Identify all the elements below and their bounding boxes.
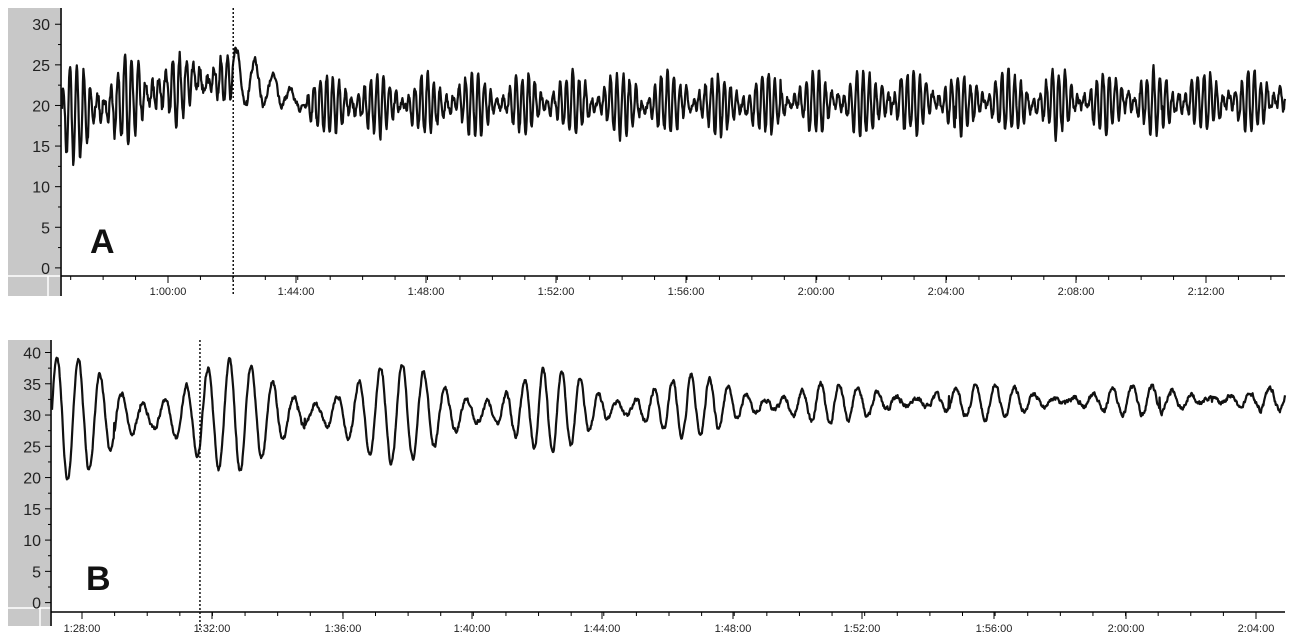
- y-tick-label: 25: [32, 58, 50, 75]
- y-tick-label: 10: [23, 533, 41, 550]
- panel-b-series-line: [50, 356, 1287, 481]
- y-tick-label: 25: [23, 439, 41, 456]
- x-tick-label: 1:28:00: [64, 623, 101, 634]
- y-tick-label: 30: [32, 17, 50, 34]
- y-tick-label: 0: [41, 261, 50, 278]
- x-tick-label: 1:44:00: [584, 623, 621, 634]
- x-tick-label: 1:56:00: [976, 623, 1013, 634]
- panel-a-y-axis: 0 5 10 15 20 25 30: [32, 17, 61, 278]
- y-tick-label: 20: [23, 471, 41, 488]
- x-tick-label: 1:36:00: [325, 623, 362, 634]
- x-tick-label: 1:56:00: [668, 286, 705, 298]
- x-tick-label: 1:00:00: [150, 286, 187, 298]
- panel-a-series-line: [60, 46, 1287, 167]
- x-tick-label: 1:40:00: [454, 623, 491, 634]
- x-tick-label: 1:52:00: [538, 286, 575, 298]
- x-tick-label: 2:12:00: [1188, 286, 1225, 298]
- panel-b-y-gutter: [8, 340, 50, 626]
- panel-a-chart: 0 5 10 15 20 25 30 1:00:00 1:44:00 1:48:00 1:52:0…: [8, 8, 1287, 298]
- y-tick-label: 35: [23, 377, 41, 394]
- y-tick-label: 5: [32, 564, 41, 581]
- x-tick-label: 1:44:00: [278, 286, 315, 298]
- x-tick-label: 2:04:00: [1238, 623, 1275, 634]
- y-tick-label: 30: [23, 408, 41, 425]
- panel-b-letter: B: [86, 560, 111, 598]
- panel-a-letter: A: [90, 223, 115, 261]
- y-tick-label: 40: [23, 346, 41, 363]
- x-tick-label: 2:08:00: [1058, 286, 1095, 298]
- panel-a-y-gutter: [8, 8, 60, 296]
- panel-a-x-axis: 1:00:00 1:44:00 1:48:00 1:52:00 1:56:00 2:00:…: [70, 276, 1272, 298]
- x-tick-label: 1:48:00: [715, 623, 752, 634]
- x-tick-label: 2:00:00: [798, 286, 835, 298]
- x-tick-label: 1:32:00: [194, 623, 231, 634]
- y-tick-label: 10: [32, 180, 50, 197]
- x-tick-label: 1:52:00: [844, 623, 881, 634]
- x-tick-label: 2:00:00: [1108, 623, 1145, 634]
- y-tick-label: 20: [32, 98, 50, 115]
- x-tick-label: 1:48:00: [408, 286, 445, 298]
- panel-b-x-axis: 1:28:00 1:32:00 1:36:00 1:40:00 1:44:00 1:48:…: [64, 612, 1275, 634]
- y-tick-label: 0: [32, 596, 41, 613]
- y-tick-label: 5: [41, 220, 50, 237]
- y-tick-label: 15: [23, 502, 41, 519]
- y-tick-label: 15: [32, 139, 50, 156]
- x-tick-label: 2:04:00: [928, 286, 965, 298]
- panel-b-y-axis: 0 5 10 15 20 25 30 35 40: [23, 346, 51, 613]
